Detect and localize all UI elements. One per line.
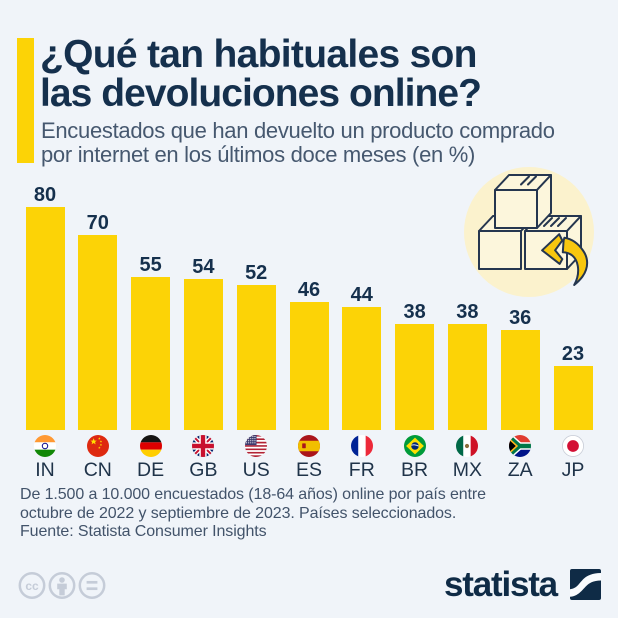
svg-text:cc: cc bbox=[25, 579, 39, 593]
svg-text:statista: statista bbox=[444, 566, 559, 604]
